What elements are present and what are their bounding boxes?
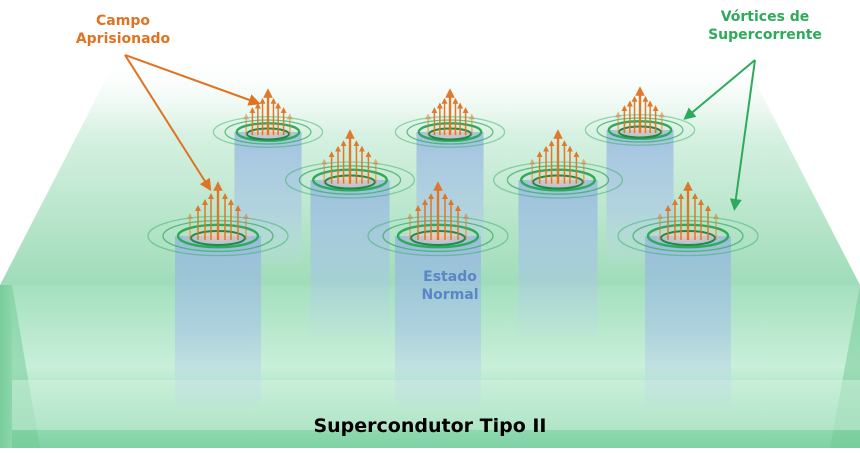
- vortices-label-line1: Vórtices de: [720, 9, 810, 25]
- pointer-arrow-icon: [124, 54, 212, 192]
- vortices-label: Vórtices de Supercorrente: [690, 8, 840, 44]
- normal-core-column: [518, 180, 598, 337]
- normal-core-column: [310, 180, 390, 337]
- pointer-arrow-icon: [683, 59, 756, 120]
- pointer-arrows: [124, 54, 756, 211]
- normal-core-column: [175, 236, 261, 406]
- vortex: [617, 181, 759, 406]
- vortex: [147, 181, 289, 406]
- normal-state-label: Estado Normal: [400, 268, 500, 304]
- diagram-title: Supercondutor Tipo II: [313, 415, 547, 437]
- trapped-field-label-line2: Aprisionado: [75, 31, 171, 48]
- vortices-label-line2: Supercorrente: [708, 27, 822, 44]
- normal-state-label-line2: Normal: [421, 287, 479, 304]
- trapped-field-label: Campo Aprisionado: [58, 12, 188, 48]
- slab-left-bevel: [0, 285, 40, 448]
- normal-state-label-line1: Estado: [423, 269, 477, 285]
- trapped-field-label-line1: Campo: [96, 13, 150, 29]
- vortex: [492, 129, 624, 337]
- vortex: [367, 181, 509, 406]
- vortex-layer: [147, 86, 759, 406]
- vortex: [284, 129, 416, 337]
- pointer-arrow-icon: [729, 59, 756, 211]
- pointer-arrow-icon: [124, 54, 261, 106]
- normal-core-column: [395, 236, 481, 406]
- normal-core-column: [645, 236, 731, 406]
- slab-right-bevel: [830, 285, 860, 448]
